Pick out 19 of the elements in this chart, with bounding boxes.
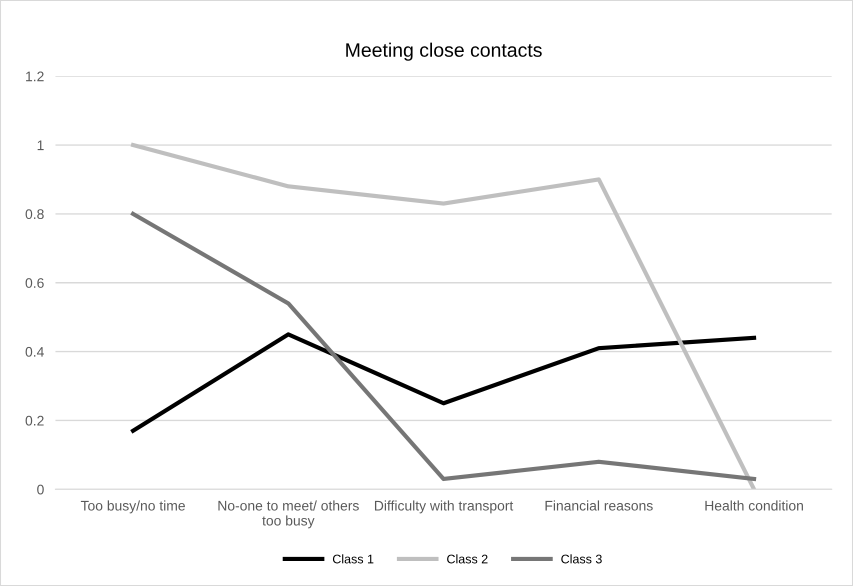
y-tick-label: 0.8 (26, 209, 44, 220)
x-tick-label: Too busy/no time (80, 500, 185, 514)
line-series (130, 142, 756, 490)
y-tick-label: 0 (37, 484, 44, 494)
line-series (130, 212, 756, 482)
y-tick-label: 1 (38, 140, 44, 150)
y-tick-label: 0.2 (26, 416, 44, 426)
legend-label: Class 1 (332, 554, 374, 564)
x-tick-label: Difficulty with transport (374, 500, 514, 514)
y-tick-label: 1.2 (26, 72, 44, 82)
x-tick-label: Health condition (705, 500, 803, 511)
x-tick-label: No-one to meet/ others too busy (218, 500, 359, 528)
legend-label: Class 3 (561, 554, 602, 564)
y-tick-label: 0.6 (26, 278, 44, 288)
legend-label: Class 2 (447, 554, 488, 564)
y-tick-label: 0.4 (26, 346, 44, 357)
x-tick-label: Financial reasons (546, 500, 653, 511)
chart-title: Meeting close contacts (346, 42, 542, 61)
line-series (130, 332, 756, 433)
